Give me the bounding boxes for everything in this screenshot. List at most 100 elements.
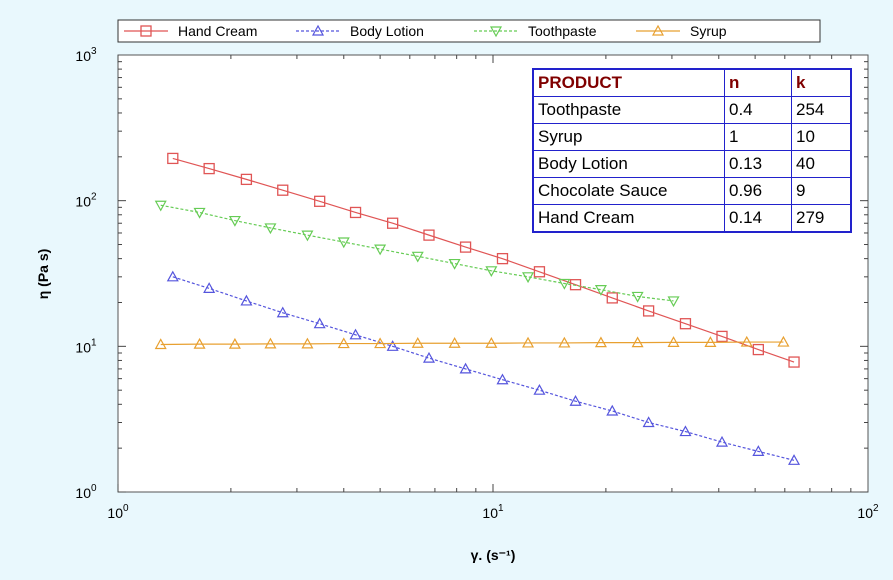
data-point (337, 337, 350, 349)
data-point (667, 296, 680, 308)
data-point (422, 351, 436, 363)
data-point (448, 258, 461, 270)
cell-n: 0.96 (724, 177, 792, 205)
data-point (459, 362, 472, 374)
series-line (160, 341, 784, 346)
data-point (715, 435, 729, 447)
data-point (594, 336, 607, 348)
legend-item: Syrup (636, 23, 727, 39)
data-point (459, 241, 472, 253)
legend-item: Body Lotion (296, 23, 424, 39)
data-point (679, 318, 692, 330)
data-point (679, 425, 692, 437)
x-tick-label: 101 (482, 503, 504, 521)
data-point (154, 338, 167, 350)
cell-product: Body Lotion (532, 150, 725, 178)
data-point (569, 394, 582, 406)
legend-item: Hand Cream (124, 23, 257, 39)
cell-k: 10 (791, 123, 852, 151)
cell-product: Hand Cream (532, 204, 725, 233)
data-point (276, 306, 289, 318)
data-point (594, 285, 607, 296)
data-point (374, 244, 387, 256)
data-point (386, 340, 399, 351)
legend-label: Hand Cream (178, 23, 257, 39)
y-axis-label: η (Pa s) (35, 249, 51, 300)
data-point (631, 291, 644, 303)
tick-labels: 100 101 102 100 101 102 103 (75, 46, 879, 521)
table-row: Toothpaste 0.4 254 (532, 96, 852, 124)
cell-product: Toothpaste (532, 96, 725, 124)
data-point (740, 335, 753, 347)
table-row: Hand Cream 0.14 279 (532, 204, 852, 233)
data-point (167, 152, 179, 165)
data-point (301, 230, 314, 242)
data-point (496, 373, 509, 385)
cell-k: 40 (791, 150, 852, 178)
data-point (386, 217, 399, 229)
data-point (558, 278, 571, 290)
table-row: Chocolate Sauce 0.96 9 (532, 177, 852, 205)
data-point (631, 336, 644, 348)
cell-n: 0.13 (724, 150, 792, 178)
data-point (485, 266, 498, 278)
data-point (522, 336, 535, 348)
data-point (193, 207, 206, 219)
legend-label: Toothpaste (528, 23, 597, 39)
data-point (606, 292, 618, 304)
data-point (788, 454, 801, 465)
header-product: PRODUCT (532, 68, 725, 97)
cell-k: 9 (791, 177, 852, 205)
y-tick-label: 101 (75, 337, 97, 355)
data-point (311, 24, 325, 36)
data-point (485, 337, 498, 348)
data-point (203, 162, 215, 175)
series-line (160, 204, 674, 302)
series-line (172, 157, 795, 363)
data-point (448, 337, 461, 348)
cell-product: Syrup (532, 123, 725, 151)
data-point (411, 337, 424, 348)
data-point (277, 184, 289, 196)
data-point (349, 328, 362, 340)
x-axis-label: γ. (s⁻¹) (471, 547, 516, 563)
legend-label: Body Lotion (350, 23, 424, 39)
data-point (533, 266, 546, 278)
legend-box (117, 19, 821, 43)
data-point (716, 330, 728, 343)
product-table: PRODUCT n k Toothpaste 0.4 254 Syrup 1 1… (532, 68, 852, 233)
data-point (752, 445, 765, 456)
cell-k: 254 (791, 96, 852, 124)
data-point (337, 237, 350, 249)
cell-n: 1 (724, 123, 792, 151)
y-tick-label: 100 (75, 483, 97, 501)
x-tick-label: 100 (107, 503, 129, 521)
data-point (496, 252, 509, 265)
data-point (140, 25, 152, 37)
data-point (489, 26, 503, 38)
series-layer (154, 152, 801, 465)
data-point (558, 336, 571, 348)
data-point (313, 317, 326, 329)
data-point (166, 270, 179, 282)
y-tick-label: 102 (75, 192, 97, 210)
data-point (423, 229, 435, 241)
data-point (240, 173, 253, 186)
data-point (788, 356, 800, 368)
legend-label: Syrup (690, 23, 727, 39)
data-point (228, 215, 241, 227)
data-point (411, 251, 424, 263)
data-point (606, 404, 619, 416)
data-point (642, 305, 655, 317)
header-k: k (791, 68, 852, 97)
y-tick-label: 103 (75, 46, 97, 64)
series-hand-cream (167, 152, 800, 368)
data-point (264, 223, 277, 235)
data-point (240, 294, 253, 306)
series-toothpaste (154, 200, 680, 308)
cell-n: 0.14 (724, 204, 792, 233)
x-tick-label: 102 (857, 503, 879, 521)
data-point (651, 24, 665, 36)
data-point (704, 336, 717, 347)
table-row: Syrup 1 10 (532, 123, 852, 151)
